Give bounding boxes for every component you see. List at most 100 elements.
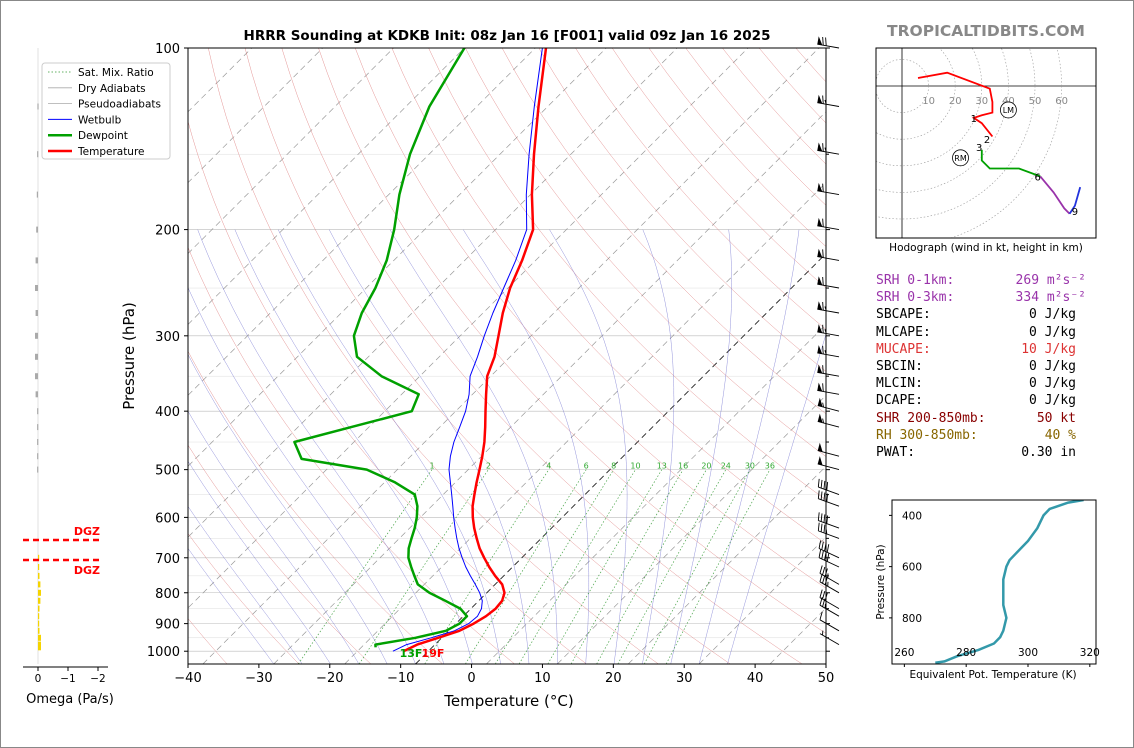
mixing-ratio-line — [518, 469, 636, 664]
surface-dewpoint-label: 13F — [400, 647, 423, 660]
barb-feather — [823, 524, 826, 533]
moist-adiabat — [277, 229, 501, 664]
barb-feather — [822, 183, 824, 192]
moist-adiabat — [188, 460, 331, 664]
y-tick-label: 1000 — [147, 645, 180, 660]
barb-pennant — [817, 248, 823, 258]
barb-feather — [824, 99, 827, 105]
storm-motion-marker — [952, 149, 969, 167]
barb-staff — [818, 557, 840, 568]
barb-feather — [825, 37, 827, 46]
dry-adiabat — [318, 48, 826, 634]
barb-feather — [822, 591, 826, 600]
wind-barb — [817, 142, 840, 155]
legend-entry: Wetbulb — [78, 114, 122, 126]
mixing-ratio-label: 36 — [765, 462, 775, 471]
barb-feather — [817, 512, 820, 521]
barb-feather — [822, 365, 824, 374]
skewt-ticks: −40 −30 −20 −10 0 10 20 30 40 50 100 200 300 400 500 60… — [147, 42, 834, 686]
barb-feather — [820, 513, 823, 522]
wind-barb — [817, 442, 840, 457]
dry-adiabat — [428, 48, 826, 501]
barb-feather — [822, 324, 824, 334]
y-tick-label: 900 — [155, 618, 180, 633]
index-row: SBCIN: 0 J/kg — [876, 358, 1096, 375]
mixing-ratio-label: 24 — [721, 462, 731, 471]
barb-feather — [819, 611, 823, 620]
storm-motion-label: LM — [1003, 106, 1014, 115]
barb-feather — [823, 514, 826, 523]
x-tick-label: 20 — [605, 671, 622, 686]
isotherm — [188, 48, 465, 325]
omega-tick-label: −2 — [90, 673, 105, 685]
barb-feather — [818, 549, 822, 558]
hodograph-ring-label: 30 — [975, 96, 988, 107]
barb-feather — [826, 481, 829, 491]
wind-barb — [819, 589, 840, 609]
barb-pennant — [817, 217, 823, 227]
barb-pennant — [817, 36, 823, 46]
barb-staff — [817, 190, 840, 196]
theta-e-x-tick-label: 320 — [1080, 647, 1100, 659]
isotherm — [188, 48, 394, 255]
theta-e-xlabel: Equivalent Pot. Temperature (K) — [909, 669, 1076, 681]
y-tick-label: 200 — [155, 224, 180, 239]
moist-adiabat — [642, 229, 675, 664]
barb-staff — [819, 581, 840, 594]
hodograph-ring-label: 60 — [1055, 96, 1068, 107]
moist-adiabat — [188, 410, 360, 664]
wind-barb — [819, 611, 840, 632]
hodograph-ring — [876, 48, 1036, 220]
dry-adiabat — [244, 48, 731, 664]
theta-e-x-tick-label: 260 — [894, 647, 914, 659]
hodograph-ring-label: 50 — [1029, 96, 1042, 107]
legend-box — [41, 62, 171, 160]
isotherm — [202, 48, 820, 664]
index-row: PWAT: 0.30 in — [876, 444, 1096, 461]
omega-tick-label: −1 — [60, 673, 75, 685]
wind-barb — [817, 36, 840, 49]
barb-feather — [822, 598, 826, 607]
mixing-ratio-line — [465, 469, 587, 664]
barb-staff — [817, 405, 840, 412]
y-tick-label: 100 — [155, 42, 180, 57]
isotherm — [486, 323, 826, 664]
isotherm — [188, 48, 607, 467]
dry-adiabat — [188, 120, 587, 664]
barb-feather — [820, 479, 823, 489]
barb-staff — [818, 530, 840, 539]
dry-adiabat — [465, 48, 826, 457]
barb-feather — [822, 249, 824, 258]
theta-e-line — [935, 500, 1084, 664]
surface-temperature-label: 19F — [422, 647, 445, 660]
moist-adiabat — [197, 229, 445, 664]
mixing-ratio-line — [494, 469, 614, 664]
omega-bars: DGZ DGZ — [23, 103, 100, 651]
theta-e-x-tick-label: 300 — [1018, 647, 1038, 659]
barb-staff — [818, 548, 840, 559]
isotherm — [415, 252, 826, 664]
barb-feather — [822, 345, 824, 355]
dry-adiabat — [188, 533, 300, 664]
index-row: SBCAPE: 0 J/kg — [876, 306, 1096, 323]
omega-bar — [37, 453, 39, 460]
x-tick-label: −10 — [387, 671, 414, 686]
wind-barb — [817, 301, 840, 314]
dry-adiabat — [354, 48, 826, 589]
hodograph-segment — [1039, 175, 1071, 215]
mixing-ratio-labels: 1 2 4 6 8 10 13 16 20 24 30 36 — [429, 462, 774, 471]
mixing-ratio-line — [596, 469, 707, 664]
omega-tick-label: 0 — [35, 673, 42, 685]
mixing-ratio-line — [617, 469, 727, 664]
theta-e-x-tick-label: 280 — [956, 647, 976, 659]
wind-barb — [817, 182, 840, 196]
barb-feather — [822, 575, 826, 584]
barb-feather — [819, 573, 823, 582]
mixing-ratio-line — [643, 469, 751, 664]
barb-staff — [819, 619, 840, 632]
barb-feather — [826, 493, 829, 502]
barb-feather — [824, 147, 827, 153]
y-tick-label: 400 — [155, 405, 180, 420]
moist-adiabat — [698, 229, 800, 664]
wind-barb — [817, 248, 840, 261]
